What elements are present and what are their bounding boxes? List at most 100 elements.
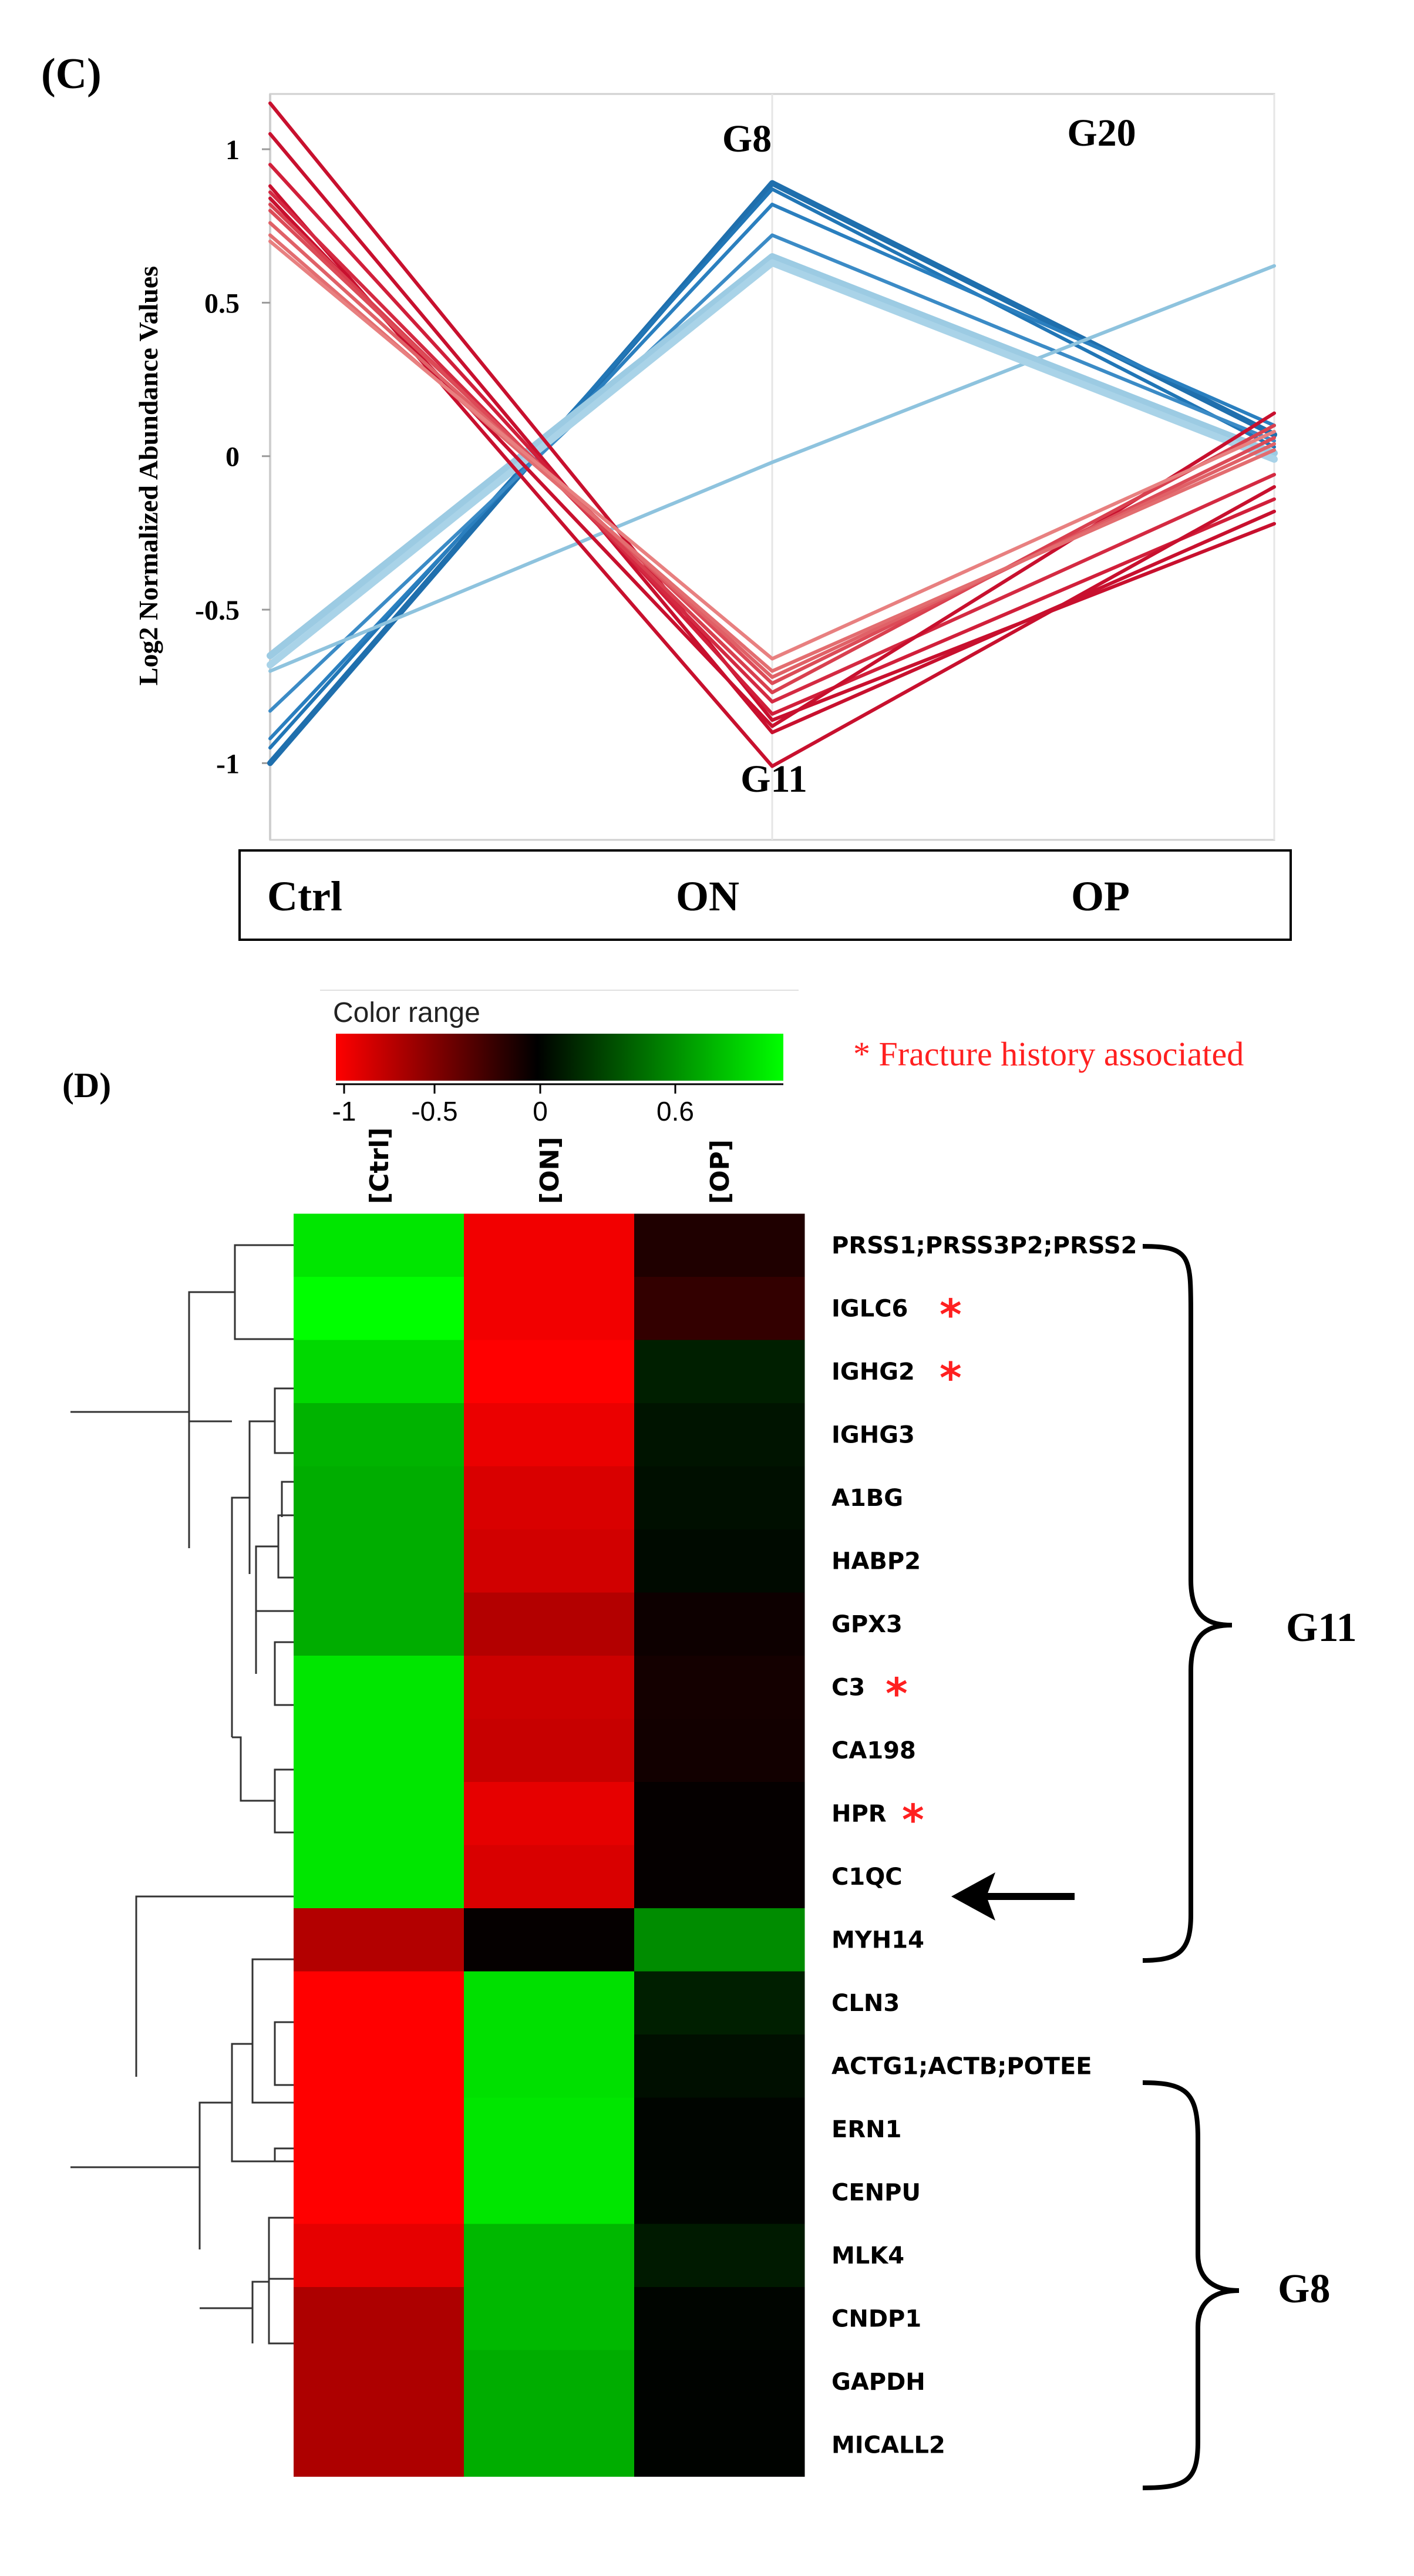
heatmap-cell bbox=[634, 1845, 805, 1909]
panel-c-label: (C) bbox=[41, 50, 102, 98]
y-tick-group: 1 0.5 0 -0.5 -1 bbox=[195, 134, 270, 779]
heatmap-cell bbox=[464, 1529, 635, 1593]
row-label-iglc6: IGLC6 bbox=[831, 1296, 908, 1323]
x-category-box bbox=[238, 849, 1292, 941]
heatmap-cell bbox=[464, 1845, 635, 1909]
row-dendrogram bbox=[70, 1244, 294, 2345]
row-label-a1bg: A1BG bbox=[831, 1485, 903, 1512]
group-label-g11: G11 bbox=[1286, 1605, 1357, 1650]
panel-c-line-chart: (C) 1 0.5 0 -0.5 -1 Log2 Normalized Abundanc… bbox=[41, 50, 1292, 941]
heatmap-cell bbox=[634, 1340, 805, 1404]
row-label-gapdh: GAPDH bbox=[831, 2369, 925, 2396]
color-range-tick-label: -0.5 bbox=[411, 1096, 457, 1126]
row-label-ighg3: IGHG3 bbox=[831, 1422, 915, 1449]
dendrogram-branches-lower bbox=[70, 1895, 294, 2345]
row-label-hpr: HPR bbox=[831, 1801, 887, 1828]
legend-note-fracture-history: * Fracture history associated bbox=[853, 1035, 1244, 1073]
row-label-gpx3: GPX3 bbox=[831, 1611, 903, 1638]
heatmap-cell bbox=[294, 1971, 464, 2035]
heatmap-cell bbox=[634, 2097, 805, 2161]
row-label-ca198: CA198 bbox=[831, 1737, 916, 1764]
heatmap-cell bbox=[294, 1845, 464, 1909]
heatmap-cell bbox=[464, 1971, 635, 2035]
heatmap-cell bbox=[634, 1403, 805, 1467]
heatmap-cell bbox=[294, 2161, 464, 2224]
heatmap-cell bbox=[464, 1592, 635, 1656]
heatmap-cell bbox=[294, 1529, 464, 1593]
heatmap-cell bbox=[634, 2413, 805, 2477]
heatmap-cell bbox=[634, 1908, 805, 1972]
x-tick-label-op: OP bbox=[1071, 873, 1130, 920]
heatmap-cell bbox=[634, 1656, 805, 1719]
color-range-tick-label: 0.6 bbox=[656, 1096, 694, 1126]
heatmap-cell bbox=[294, 2287, 464, 2350]
panel-d-heatmap: (D) Color range -1 -0.5 0 0.6 * Fracture hi… bbox=[62, 990, 1357, 2490]
row-label-c3: C3 bbox=[831, 1674, 865, 1701]
color-range-ticks: -1 -0.5 0 0.6 bbox=[332, 1084, 694, 1126]
row-label-cenpu: CENPU bbox=[831, 2180, 921, 2207]
cluster-label-g11: G11 bbox=[740, 758, 807, 801]
series-line-g20-1 bbox=[268, 264, 1276, 673]
cluster-label-g20: G20 bbox=[1067, 112, 1136, 154]
x-tick-label-on: ON bbox=[676, 873, 739, 920]
marker-ighg2: * bbox=[940, 1353, 962, 1403]
y-tick-label: -1 bbox=[216, 748, 240, 779]
row-label-cndp1: CNDP1 bbox=[831, 2306, 921, 2333]
arrow-head bbox=[951, 1872, 995, 1921]
column-label-on: [ON] bbox=[535, 1137, 565, 1204]
heatmap-cell bbox=[294, 1782, 464, 1845]
heatmap-cell bbox=[294, 2413, 464, 2477]
heatmap-cell bbox=[634, 1466, 805, 1530]
series-line-g20-2 bbox=[267, 253, 1278, 660]
dendrogram-branches-upper bbox=[70, 1244, 294, 1834]
color-range-legend: Color range -1 -0.5 0 0.6 bbox=[320, 990, 799, 1126]
series-line-g8-3 bbox=[268, 203, 1276, 741]
heatmap-cell bbox=[294, 2350, 464, 2414]
heatmap-cell bbox=[294, 2097, 464, 2161]
series-line-g11-8 bbox=[268, 208, 1276, 685]
row-label-ighg2: IGHG2 bbox=[831, 1358, 915, 1385]
heatmap-cell bbox=[294, 1403, 464, 1467]
row-labels: PRSS1;PRSS3P2;PRSS2 IGLC6 IGHG2 IGHG3 A1BG HA… bbox=[831, 1232, 1137, 2459]
y-tick-label: -0.5 bbox=[195, 595, 240, 626]
color-range-tick-label: -1 bbox=[332, 1096, 356, 1126]
heatmap-cell bbox=[294, 1592, 464, 1656]
heatmap-cell bbox=[634, 1971, 805, 2035]
series-line-g11-2 bbox=[268, 132, 1276, 735]
color-range-tick-label: 0 bbox=[533, 1096, 548, 1126]
row-label-micall2: MICALL2 bbox=[831, 2432, 945, 2459]
column-label-op: [OP] bbox=[705, 1139, 735, 1204]
heatmap-cell bbox=[464, 1213, 635, 1277]
heatmap-cell bbox=[294, 1719, 464, 1783]
y-tick-label: 0 bbox=[225, 442, 240, 473]
x-tick-label-ctrl: Ctrl bbox=[267, 873, 342, 920]
column-label-ctrl: [Ctrl] bbox=[365, 1128, 395, 1204]
series-line-g11-5 bbox=[268, 190, 1276, 704]
heatmap-cell bbox=[464, 2350, 635, 2414]
y-axis-label: Log2 Normalized Abundance Values bbox=[133, 266, 163, 685]
series-line-g11-9 bbox=[268, 221, 1276, 679]
heatmap-cell bbox=[464, 1782, 635, 1845]
heatmap-cell bbox=[294, 1213, 464, 1277]
row-label-mlk4: MLK4 bbox=[831, 2242, 904, 2269]
heatmap-cell bbox=[634, 2161, 805, 2224]
brace-g11 bbox=[1142, 1244, 1233, 1963]
marker-hpr: * bbox=[902, 1795, 924, 1845]
marker-c3: * bbox=[886, 1669, 908, 1719]
y-tick-label: 0.5 bbox=[204, 288, 240, 319]
heatmap-cell bbox=[294, 1908, 464, 1972]
series-line-g20-3 bbox=[267, 259, 1278, 669]
row-label-ern1: ERN1 bbox=[831, 2116, 901, 2143]
series-line-g11-3 bbox=[268, 163, 1276, 716]
heatmap-cell bbox=[464, 2161, 635, 2224]
heatmap-cell bbox=[634, 2287, 805, 2350]
heatmap-cell bbox=[634, 2350, 805, 2414]
column-labels: [Ctrl] [ON] [OP] bbox=[365, 1128, 735, 1204]
heatmap-cell bbox=[634, 1719, 805, 1783]
line-series-group bbox=[267, 101, 1278, 768]
arrow-indicator-myh14 bbox=[951, 1872, 1075, 1921]
heatmap-cell bbox=[464, 2224, 635, 2288]
heatmap-cell bbox=[634, 1782, 805, 1845]
heatmap-cell bbox=[634, 1529, 805, 1593]
